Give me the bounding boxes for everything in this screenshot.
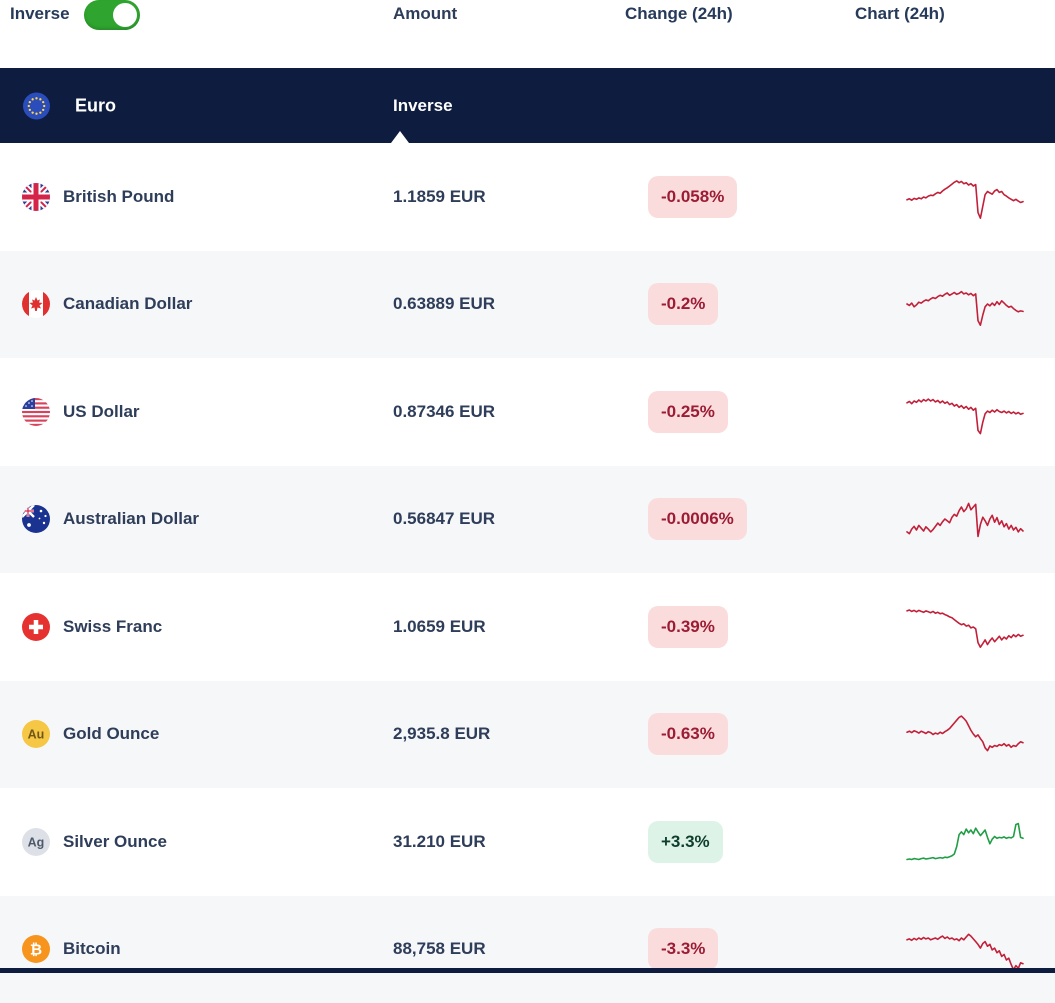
base-currency-name: Euro — [75, 95, 116, 116]
eu-flag-icon — [23, 92, 50, 119]
currency-flag-icon: Ag — [22, 828, 50, 856]
currency-flag-icon — [22, 183, 50, 211]
svg-text:Au: Au — [28, 728, 45, 742]
column-header-chart: Chart (24h) — [855, 4, 945, 24]
sparkline-chart — [903, 491, 1027, 547]
silver-icon: Ag — [22, 828, 50, 856]
pointer-notch — [391, 131, 409, 143]
eu-flag-icon — [23, 92, 50, 119]
change-badge: -0.058% — [648, 176, 737, 218]
table-row[interactable]: ₿ Bitcoin 88,758 EUR -3.3% — [0, 896, 1055, 1003]
amount-value: 31.210 EUR — [393, 832, 486, 851]
svg-text:₿: ₿ — [30, 941, 42, 959]
currency-flag-icon — [22, 290, 50, 318]
sparkline-chart — [903, 169, 1027, 225]
change-badge: -0.0006% — [648, 498, 747, 540]
currency-name: Gold Ounce — [63, 724, 159, 744]
currency-flag-icon: Au — [22, 720, 50, 748]
sparkline-chart — [903, 599, 1027, 655]
rates-table: British Pound 1.1859 EUR -0.058% Canadia… — [0, 143, 1055, 1003]
inverse-toggle[interactable] — [84, 0, 140, 30]
currency-flag-icon — [22, 613, 50, 641]
column-header-amount: Amount — [393, 4, 457, 24]
us-flag-icon — [22, 398, 50, 426]
bitcoin-icon: ₿ — [22, 935, 50, 963]
change-badge: +3.3% — [648, 821, 723, 863]
change-badge: -0.39% — [648, 606, 728, 648]
next-section-bar — [0, 968, 1055, 973]
ca-flag-icon — [22, 290, 50, 318]
amount-value: 2,935.8 EUR — [393, 724, 490, 743]
currency-name: Silver Ounce — [63, 832, 167, 852]
table-row[interactable]: Ag Silver Ounce 31.210 EUR +3.3% — [0, 788, 1055, 896]
currency-name: Swiss Franc — [63, 617, 162, 637]
toggle-knob-icon — [113, 3, 137, 27]
currency-flag-icon — [22, 398, 50, 426]
currency-flag-icon: ₿ — [22, 935, 50, 963]
table-row[interactable]: Swiss Franc 1.0659 EUR -0.39% — [0, 573, 1055, 681]
table-row[interactable]: Australian Dollar 0.56847 EUR -0.0006% — [0, 466, 1055, 574]
currency-name: Bitcoin — [63, 939, 121, 959]
currency-name: Canadian Dollar — [63, 294, 192, 314]
ch-flag-icon — [22, 613, 50, 641]
table-row[interactable]: US Dollar 0.87346 EUR -0.25% — [0, 358, 1055, 466]
currency-flag-icon — [22, 505, 50, 533]
currency-name: Australian Dollar — [63, 509, 199, 529]
svg-text:Ag: Ag — [28, 835, 45, 849]
amount-value: 0.56847 EUR — [393, 509, 495, 528]
amount-value: 88,758 EUR — [393, 939, 486, 958]
change-badge: -3.3% — [648, 928, 718, 970]
sparkline-chart — [903, 276, 1027, 332]
amount-value: 1.0659 EUR — [393, 617, 486, 636]
amount-value: 1.1859 EUR — [393, 187, 486, 206]
column-header-change: Change (24h) — [625, 4, 733, 24]
amount-value: 0.87346 EUR — [393, 402, 495, 421]
change-badge: -0.63% — [648, 713, 728, 755]
change-badge: -0.2% — [648, 283, 718, 325]
currency-name: British Pound — [63, 187, 174, 207]
toolbar: Inverse Amount Change (24h) Chart (24h) — [0, 0, 1055, 68]
change-badge: -0.25% — [648, 391, 728, 433]
currency-name: US Dollar — [63, 402, 140, 422]
inverse-column-label: Inverse — [393, 96, 453, 116]
table-row[interactable]: Canadian Dollar 0.63889 EUR -0.2% — [0, 251, 1055, 359]
au-flag-icon — [22, 505, 50, 533]
table-row[interactable]: Au Gold Ounce 2,935.8 EUR -0.63% — [0, 681, 1055, 789]
sparkline-chart — [903, 384, 1027, 440]
table-row[interactable]: British Pound 1.1859 EUR -0.058% — [0, 143, 1055, 251]
amount-value: 0.63889 EUR — [393, 294, 495, 313]
gb-flag-icon — [22, 183, 50, 211]
sparkline-chart — [903, 706, 1027, 762]
inverse-toggle-label: Inverse — [10, 4, 70, 24]
gold-icon: Au — [22, 720, 50, 748]
base-currency-header[interactable]: Euro Inverse — [0, 68, 1055, 143]
sparkline-chart — [903, 814, 1027, 870]
